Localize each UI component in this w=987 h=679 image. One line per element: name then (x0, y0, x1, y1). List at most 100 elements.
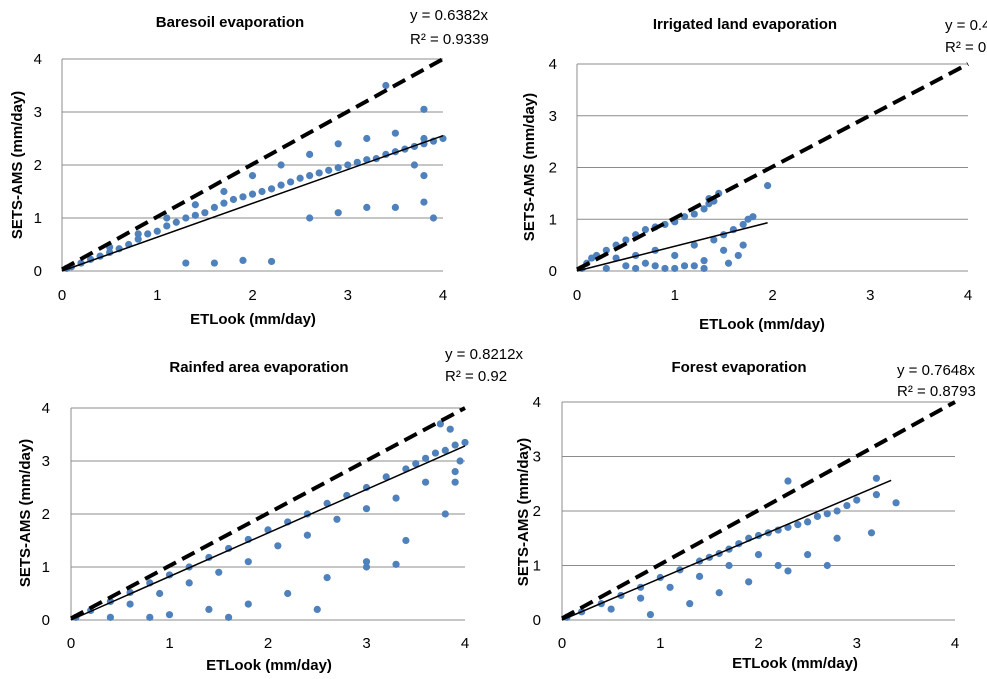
data-point (303, 531, 311, 539)
data-point (804, 518, 812, 526)
data-point (126, 600, 134, 608)
x-axis-label: ETLook (mm/day) (699, 316, 825, 333)
y-tick-label: 3 (533, 449, 541, 466)
data-point (412, 460, 420, 468)
data-point (287, 178, 295, 186)
x-tick-label: 3 (344, 287, 352, 304)
data-point (392, 494, 400, 502)
data-point (823, 561, 831, 570)
y-tick-label: 2 (533, 503, 541, 520)
data-point (215, 568, 223, 576)
data-point (710, 236, 718, 244)
data-point (334, 140, 342, 148)
y-tick-label: 3 (549, 108, 557, 125)
data-point (325, 166, 333, 174)
chart-panel-3: 0 1 2 3 4 0 1 2 3 4 Rainfed area evaporation y = 0.… (17, 346, 523, 674)
data-point (441, 446, 449, 454)
data-point (700, 257, 708, 265)
data-point (182, 259, 190, 267)
chart-title: Irrigated land evaporation (653, 16, 837, 33)
data-point (739, 220, 747, 229)
data-point (191, 211, 199, 219)
y-tick-label: 0 (549, 263, 557, 280)
x-tick-label: 4 (439, 287, 447, 304)
data-point (602, 264, 610, 273)
x-axis-label: ETLook (mm/day) (206, 657, 332, 674)
data-point (784, 567, 792, 575)
x-tick-label: 1 (165, 635, 173, 652)
data-point (461, 438, 469, 447)
x-axis-label: ETLook (mm/day) (732, 655, 858, 672)
data-point (420, 198, 428, 206)
data-point (431, 449, 440, 457)
data-point (446, 425, 454, 433)
y-tick-label: 2 (549, 160, 557, 177)
x-tick-label: 4 (951, 635, 959, 652)
data-point (191, 201, 199, 209)
data-point (622, 236, 630, 244)
scatter-points (72, 420, 469, 621)
data-point (182, 214, 190, 222)
y-axis-label: SETS-AMS (mm/day) (17, 439, 34, 587)
data-point (185, 579, 193, 587)
data-point (700, 205, 708, 213)
x-tick-label: 4 (964, 287, 972, 304)
data-point (671, 251, 679, 260)
y-tick-label: 3 (42, 453, 50, 470)
y-tick-label: 4 (549, 56, 557, 73)
data-point (612, 254, 620, 262)
data-point (833, 534, 841, 542)
data-point (267, 257, 276, 266)
data-point (363, 134, 371, 143)
data-point (344, 161, 352, 169)
trend-line (61, 134, 444, 272)
data-point (754, 551, 763, 559)
data-point (451, 478, 459, 486)
data-point (205, 605, 213, 614)
data-point (420, 105, 428, 113)
y-tick-label: 4 (34, 51, 42, 68)
data-point (229, 195, 238, 204)
data-point (641, 226, 650, 234)
x-axis-label: ETLook (mm/day) (190, 311, 316, 328)
one-to-one-line (561, 400, 956, 621)
data-point (134, 235, 142, 243)
data-point (201, 209, 209, 217)
data-point (106, 613, 114, 621)
r-squared: R² = 0.1975 (945, 39, 987, 56)
data-point (637, 594, 645, 602)
one-to-one-line (61, 57, 444, 272)
trend-line (561, 479, 892, 621)
trend-equation: y = 0.4781x (945, 17, 987, 34)
data-point (853, 496, 861, 504)
data-point (690, 210, 698, 218)
data-point (441, 510, 449, 518)
chart-title: Rainfed area evaporation (169, 359, 348, 376)
x-tick-label: 2 (768, 287, 776, 304)
data-point (284, 589, 292, 598)
data-point (248, 172, 257, 180)
data-point (867, 529, 876, 537)
data-point (833, 507, 841, 515)
data-point (764, 182, 772, 190)
data-point (172, 218, 180, 226)
data-point (220, 187, 228, 196)
data-point (353, 158, 361, 166)
data-point (641, 259, 650, 267)
data-point (296, 174, 304, 182)
data-point (872, 474, 881, 482)
data-point (651, 262, 659, 270)
x-tick-label: 1 (671, 287, 679, 304)
data-point (165, 611, 174, 619)
x-tick-label: 1 (153, 287, 161, 304)
data-point (813, 512, 822, 521)
y-tick-label: 2 (34, 157, 42, 174)
data-point (277, 181, 285, 189)
y-axis-label: SETS-AMS (mm/day) (521, 93, 538, 241)
x-tick-label: 0 (558, 635, 566, 652)
y-tick-label: 0 (42, 612, 50, 629)
data-point (382, 473, 390, 481)
data-point (144, 230, 152, 238)
data-point (680, 262, 689, 270)
